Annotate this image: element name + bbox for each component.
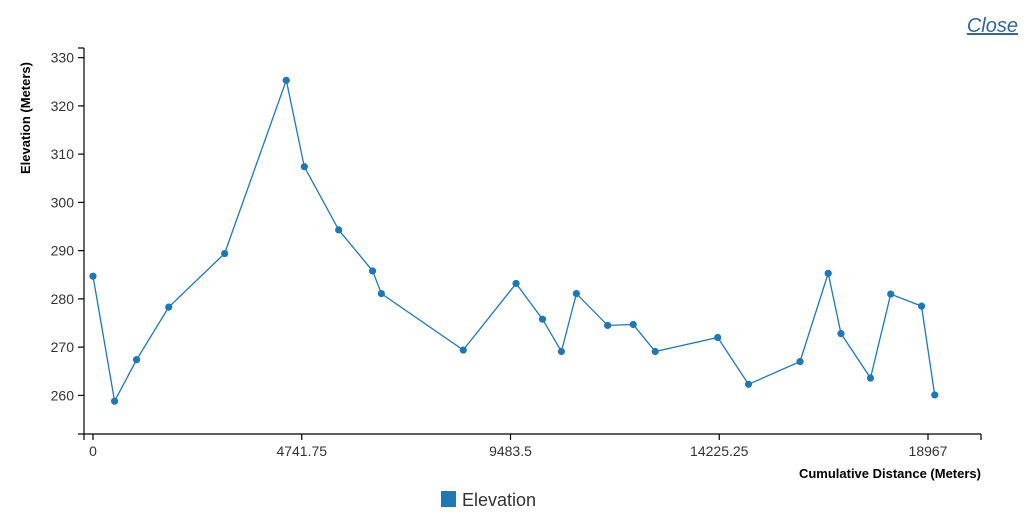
x-tick-label: 0 bbox=[89, 443, 97, 459]
data-point bbox=[89, 272, 97, 280]
x-tick-label: 9483.5 bbox=[489, 443, 532, 459]
data-point bbox=[132, 356, 141, 364]
y-tick-label: 310 bbox=[51, 146, 75, 162]
data-point bbox=[837, 330, 845, 338]
data-point bbox=[917, 302, 926, 310]
data-point bbox=[221, 249, 229, 258]
y-tick-label: 300 bbox=[51, 194, 75, 210]
y-tick-label: 260 bbox=[51, 387, 75, 403]
data-point bbox=[165, 303, 173, 311]
x-axis: 0 4741.75 9483.5 14225.25 18967 bbox=[83, 433, 982, 459]
data-point bbox=[796, 358, 804, 366]
data-point bbox=[110, 397, 119, 405]
legend-label: Elevation bbox=[462, 490, 536, 510]
y-tick-label: 320 bbox=[51, 98, 75, 114]
data-point bbox=[714, 333, 722, 342]
data-point bbox=[931, 391, 939, 399]
x-tick-label: 18967 bbox=[909, 443, 948, 459]
series-line bbox=[92, 77, 936, 404]
data-point bbox=[335, 226, 343, 234]
data-point bbox=[538, 315, 547, 323]
data-point bbox=[282, 76, 290, 84]
data-point bbox=[824, 269, 832, 277]
data-point bbox=[629, 320, 637, 329]
y-tick-label: 270 bbox=[51, 339, 75, 355]
data-point bbox=[744, 380, 753, 388]
data-point bbox=[887, 290, 895, 298]
data-point bbox=[300, 163, 308, 171]
elevation-line bbox=[92, 77, 936, 404]
close-link[interactable]: Close bbox=[966, 15, 1018, 37]
x-tick-label: 14225.25 bbox=[690, 443, 749, 459]
y-tick-label: 280 bbox=[51, 291, 75, 307]
data-point bbox=[572, 289, 580, 298]
series-points bbox=[89, 76, 939, 405]
y-tick-label: 290 bbox=[51, 243, 75, 259]
data-point bbox=[604, 321, 612, 330]
data-point bbox=[557, 347, 566, 356]
legend: Elevation bbox=[441, 490, 536, 510]
data-point bbox=[377, 289, 385, 298]
y-tick-label: 330 bbox=[51, 50, 75, 66]
data-point bbox=[866, 374, 875, 382]
data-point bbox=[512, 279, 520, 288]
y-axis: 260 270 280 290 300 310 320 330 bbox=[51, 47, 85, 435]
x-tick-label: 4741.75 bbox=[276, 443, 327, 459]
y-axis-title: Elevation (Meters) bbox=[18, 62, 33, 174]
data-point bbox=[368, 267, 377, 275]
x-axis-title: Cumulative Distance (Meters) bbox=[799, 466, 981, 481]
legend-swatch bbox=[441, 491, 456, 507]
data-point bbox=[459, 346, 467, 354]
data-point bbox=[651, 347, 659, 356]
